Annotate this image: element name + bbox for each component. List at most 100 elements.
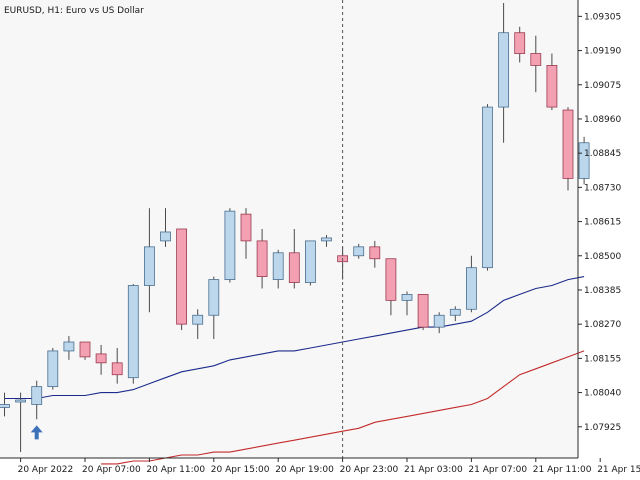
bullish-candle — [160, 208, 171, 247]
candle-body — [208, 279, 220, 316]
bearish-candle — [240, 208, 252, 259]
candle-body — [465, 267, 477, 310]
price-tick-label: 1.08385 — [584, 286, 621, 296]
bearish-candle — [562, 107, 574, 191]
bullish-candle — [31, 380, 43, 420]
candle-body — [160, 231, 171, 242]
time-tick-label: 20 Apr 11:00 — [146, 465, 205, 475]
moving-averages — [4, 276, 585, 465]
candle-body — [224, 210, 236, 280]
bullish-candle — [433, 312, 445, 334]
candle-body — [482, 106, 493, 269]
candle-body — [143, 246, 155, 286]
bullish-candle — [353, 243, 365, 259]
time-tick-label: 20 Apr 15:00 — [211, 465, 270, 475]
bearish-candle — [546, 53, 558, 111]
bullish-candle — [465, 255, 477, 313]
bearish-candle — [369, 240, 381, 268]
candle-body — [288, 252, 300, 283]
price-tick-label: 1.08270 — [584, 320, 621, 330]
bullish-candle — [15, 392, 27, 453]
candle-body — [272, 252, 284, 280]
candle-body — [562, 109, 574, 179]
candle-body — [127, 285, 139, 379]
time-tick-label: 21 Apr 11:00 — [533, 465, 592, 475]
price-tick-label: 1.08845 — [584, 149, 621, 159]
candle-body — [369, 246, 381, 260]
candle-body — [176, 228, 188, 325]
price-tick-label: 1.07925 — [584, 423, 621, 433]
bullish-candle — [63, 336, 75, 360]
candle-body — [498, 32, 510, 108]
candle-body — [15, 399, 27, 403]
candle-body — [31, 386, 43, 405]
candle-body — [63, 341, 75, 352]
moving-average-fast-line — [4, 276, 585, 400]
price-tick-label: 1.09305 — [584, 12, 621, 22]
bullish-candle — [47, 347, 59, 390]
candle-body — [256, 240, 268, 277]
bearish-candle — [514, 26, 526, 63]
time-tick-label: 20 Apr 19:00 — [275, 465, 334, 475]
time-tick-label: 21 Apr 03:00 — [404, 465, 463, 475]
candle-body — [0, 404, 10, 408]
time-tick-label: 21 Apr 15:00 — [597, 465, 640, 475]
bullish-candle — [401, 291, 413, 316]
up-arrow-shape — [30, 425, 43, 440]
candle-body — [433, 314, 445, 328]
bullish-candle — [304, 240, 316, 286]
time-axis[interactable]: 20 Apr 2022 20 Apr 07:00 20 Apr 11:00 20 Ap… — [18, 458, 640, 475]
candle-body — [401, 294, 413, 301]
price-tick-label: 1.08500 — [584, 252, 621, 262]
candle-body — [240, 213, 252, 242]
candle-body — [95, 353, 107, 364]
candle-body — [192, 314, 204, 325]
plot-area[interactable] — [0, 0, 578, 458]
bearish-candle — [79, 341, 91, 360]
candle-body — [530, 53, 542, 66]
candle-body — [79, 341, 91, 358]
bullish-candle — [321, 234, 332, 247]
time-tick-label: 21 Apr 07:00 — [468, 465, 527, 475]
bullish-candle — [449, 306, 461, 322]
bullish-candle — [192, 309, 204, 340]
candle-body — [385, 258, 397, 301]
bullish-candle — [498, 2, 510, 143]
price-axis[interactable]: 1.09305 1.09190 1.09075 1.08960 1.08845 1.087… — [578, 12, 621, 433]
time-tick-label: 20 Apr 23:00 — [340, 465, 399, 475]
bullish-candle — [482, 104, 493, 271]
candle-body — [321, 237, 332, 242]
candle-body — [514, 32, 526, 54]
price-tick-label: 1.08040 — [584, 389, 621, 399]
candle-body — [578, 142, 590, 179]
candlesticks — [0, 2, 590, 453]
candle-body — [353, 246, 365, 257]
bullish-candle — [127, 284, 139, 384]
bullish-candle — [143, 208, 155, 313]
price-tick-label: 1.08960 — [584, 115, 621, 125]
bearish-candle — [111, 347, 123, 384]
bullish-candle — [272, 249, 284, 289]
time-tick-label: 20 Apr 2022 — [18, 465, 74, 475]
price-tick-label: 1.08730 — [584, 183, 621, 193]
bearish-candle — [95, 344, 107, 375]
candle-body — [111, 362, 123, 376]
bullish-candle — [224, 208, 236, 283]
moving-average-slow-line — [101, 350, 585, 465]
bearish-candle — [530, 35, 542, 93]
bearish-candle — [288, 229, 300, 289]
price-tick-label: 1.08615 — [584, 218, 621, 228]
candle-body — [304, 240, 316, 283]
bearish-candle — [417, 294, 429, 331]
time-tick-label: 20 Apr 07:00 — [82, 465, 141, 475]
symbol-title: EURUSD, H1: Euro vs US Dollar — [4, 6, 144, 16]
bearish-candle — [256, 229, 268, 289]
up-arrow-icon — [30, 425, 43, 440]
candle-body — [449, 308, 461, 316]
bullish-candle — [0, 392, 10, 417]
candle-body — [546, 65, 558, 108]
price-tick-label: 1.09190 — [584, 47, 621, 57]
price-tick-label: 1.09075 — [584, 81, 621, 91]
bullish-candle — [208, 276, 220, 340]
